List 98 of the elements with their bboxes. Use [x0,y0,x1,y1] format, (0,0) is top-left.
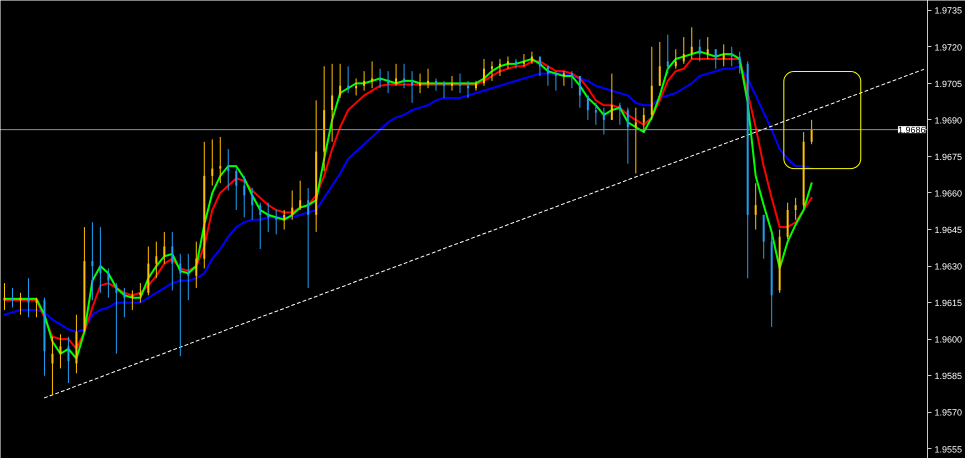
candlestick [171,231,174,291]
y-tick-label: 1.9615 [934,298,962,308]
candlestick [498,58,501,77]
candlestick [219,136,222,184]
candlestick [714,48,717,70]
candlestick [307,188,310,288]
candlestick [506,56,509,70]
candlestick [562,70,565,86]
y-tick-label: 1.9690 [934,115,962,126]
candlestick [634,107,637,174]
candlestick [91,222,94,301]
candlestick [123,287,126,318]
candlestick [291,190,294,220]
candlestick [658,41,661,86]
candlestick [339,63,342,98]
candlestick [666,34,669,74]
candlestick [810,119,813,145]
y-tick-label: 1.9570 [934,408,962,418]
y-tick-label: 1.9600 [934,334,962,345]
candlestick [674,48,677,70]
candlestick [474,80,477,92]
candlestick [427,68,430,89]
candlestick [570,70,573,89]
candlestick [363,70,366,92]
candlestick [235,168,238,211]
candlestick [610,73,613,120]
candlestick [578,76,581,108]
candlestick [794,197,797,220]
candlestick [59,334,62,369]
candlestick [403,63,406,89]
candlestick [514,58,517,70]
candlestick [107,268,110,298]
candlestick [259,202,262,250]
candlestick [283,210,286,230]
candlestick [459,73,462,94]
candlestick [690,26,693,60]
candlestick [139,282,142,304]
candlestick [35,297,38,318]
candlestick [299,180,302,211]
candlestick [706,36,709,60]
candlestick [211,138,214,186]
y-tick-label: 1.9585 [934,371,962,382]
candlestick [546,66,549,86]
candlestick [443,80,446,98]
candlestick [155,241,158,279]
candlestick [530,51,533,64]
y-tick-label: 1.9660 [934,188,962,198]
candlestick [586,95,589,120]
line-series [44,68,924,398]
candlestick [3,282,6,310]
candlestick [435,78,438,92]
candlestick [19,292,22,316]
candlestick [243,175,246,218]
candlestick [195,241,198,288]
candlestick [642,107,645,133]
candlestick [722,44,725,67]
y-tick-label: 1.9630 [934,262,962,272]
ref-line-label: 1.9686 [898,125,926,136]
candlestick [387,70,390,94]
candlestick [227,148,230,192]
candlestick [738,51,741,74]
candlestick [51,336,54,396]
candlestick [682,36,685,64]
candlestick [395,63,398,86]
candlestick [275,210,278,235]
candlestick [482,58,485,86]
candlestick [99,226,102,294]
y-tick-label: 1.9645 [934,225,962,235]
candlestick [179,253,182,357]
candlestick [67,336,70,384]
y-tick-label: 1.9555 [934,444,962,454]
candlestick [267,202,270,232]
candlestick [538,56,541,77]
candlestick [371,60,374,89]
candlestick [522,54,525,67]
candlestick [27,278,30,318]
y-tick-label: 1.9735 [934,6,962,16]
candlestick [379,68,382,89]
candlestick [602,107,605,135]
candlestick [754,182,757,230]
y-tick-label: 1.9705 [934,78,962,89]
candlestick [411,70,414,104]
candlestick [698,38,701,62]
candlestick [163,231,166,264]
candlestick [451,76,454,92]
candlestick [554,70,557,92]
candlestick [11,287,14,308]
y-tick-label: 1.9675 [934,152,962,162]
y-tick-label: 1.9720 [934,42,962,52]
candlestick [626,107,629,164]
candlestick [251,188,254,220]
candlestick [730,46,733,67]
candlestick [594,102,597,126]
candlestick [618,102,621,126]
candlestick [115,282,118,354]
candlestick [331,63,334,142]
candlestick [419,73,422,94]
candlestick [187,253,190,301]
